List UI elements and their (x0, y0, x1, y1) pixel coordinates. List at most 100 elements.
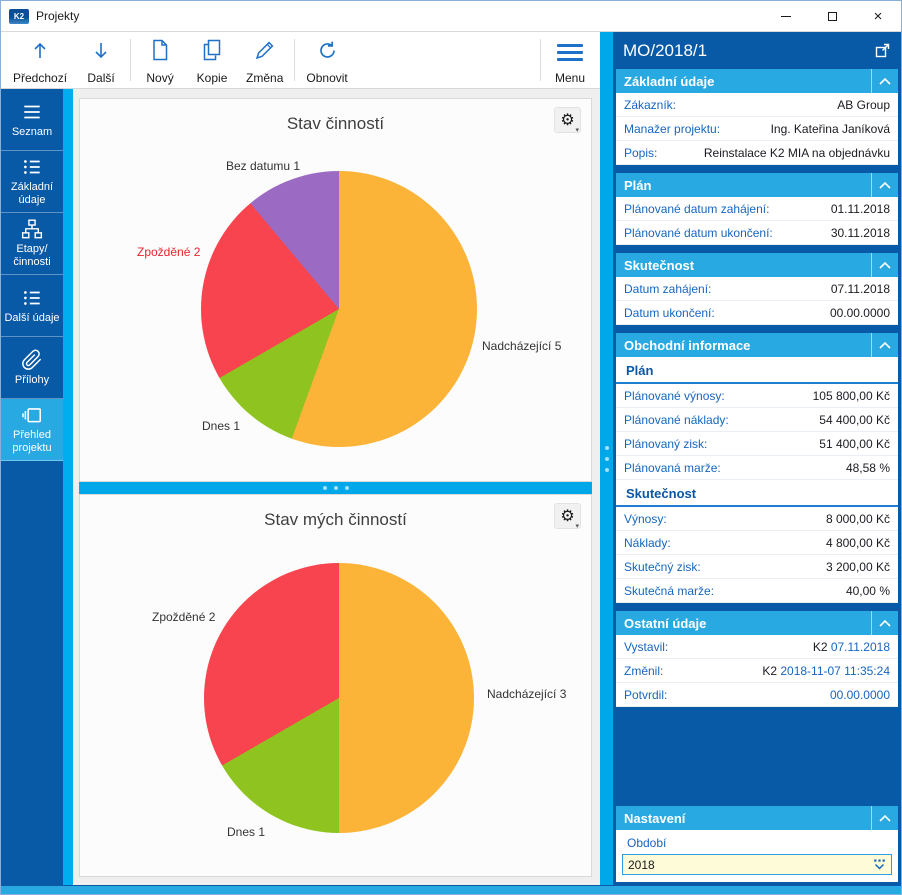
field-value: 105 800,00 Kč (812, 388, 890, 403)
field-value: 00.00.0000 (829, 305, 890, 320)
chevron-up-icon (871, 333, 898, 357)
popout-icon[interactable] (874, 42, 891, 59)
field-value: 8 000,00 Kč (825, 511, 890, 526)
section-title: Nastavení (624, 810, 686, 826)
panel-filler (616, 715, 898, 806)
edit-button[interactable]: Změna (238, 32, 291, 88)
next-button[interactable]: Další (75, 32, 127, 88)
field-value: 01.11.2018 (830, 201, 890, 216)
chart-settings-button[interactable]: ⚙ ▾ (554, 502, 581, 530)
slice-label-zpozdene: Zpožděné 2 (152, 609, 216, 624)
chart-title: Stav mých činností (264, 509, 407, 529)
sidebar-accent-strip (63, 89, 73, 885)
minimize-button[interactable] (763, 1, 809, 32)
previous-button[interactable]: Předchozí (5, 32, 75, 88)
sidebar-item-label: Další údaje (4, 311, 60, 324)
menu-button[interactable]: Menu (544, 32, 596, 88)
chart-settings-button[interactable]: ⚙ ▾ (554, 107, 581, 134)
new-label: Nový (146, 71, 174, 85)
section-header[interactable]: Nastavení (616, 806, 898, 830)
chevron-up-icon (871, 253, 898, 277)
sidebar-item-dalsi-udaje[interactable]: Další údaje (1, 275, 63, 337)
section-header[interactable]: Plán (616, 173, 898, 197)
sidebar-item-label: Přílohy (14, 373, 50, 386)
field-row: Výnosy: 8 000,00 Kč (616, 507, 898, 531)
close-icon: × (873, 7, 883, 25)
toolbar-separator (540, 39, 541, 81)
section-title: Obchodní informace (624, 337, 751, 353)
sidebar-item-label: Přehled projektu (12, 429, 52, 454)
app-logo-icon: K2 (9, 8, 29, 24)
arrow-up-icon (30, 37, 50, 61)
refresh-icon (317, 37, 338, 61)
toolbar: Předchozí Další Nový Kopie (1, 32, 600, 89)
maximize-button[interactable] (809, 1, 855, 32)
menu-label: Menu (554, 71, 586, 85)
section-zakladni-udaje: Základní údaje Zákazník: AB Group Manažer… (616, 69, 898, 165)
slice-label-bez-datumu: Bez datumu 1 (226, 159, 301, 173)
new-button[interactable]: Nový (134, 32, 186, 88)
sidebar-item-zakladni-udaje[interactable]: Základní údaje (1, 151, 63, 213)
section-header[interactable]: Ostatní údaje (616, 611, 898, 635)
field-row: Skutečný zisk: 3 200,00 Kč (616, 555, 898, 579)
refresh-button[interactable]: Obnovit (298, 32, 355, 88)
obdobi-combo[interactable] (622, 854, 892, 875)
next-label: Další (87, 71, 115, 85)
field-value: 30.11.2018 (830, 225, 890, 240)
chart-card-stav-cinnosti: Stav činností ⚙ ▾ Bez datumu 1 Zpožděné 2… (79, 98, 592, 482)
slice-label-zpozdene: Zpožděné 2 (137, 245, 201, 259)
field-value: 54 400,00 Kč (819, 412, 890, 427)
new-document-icon (151, 37, 169, 61)
sidebar-item-etapy-cinnosti[interactable]: Etapy/ činnosti (1, 213, 63, 275)
field-value: Reinstalace K2 MIA na objednávku (703, 145, 890, 160)
title-bar: K2 Projekty × (1, 1, 901, 32)
maximize-icon (827, 11, 837, 21)
field-value: AB Group (837, 97, 890, 112)
caret-down-icon: ▾ (575, 127, 579, 134)
window-title: Projekty (36, 9, 80, 23)
slice-label-nadchazejici: Nadcházející 5 (482, 339, 562, 353)
field-row: Datum ukončení: 00.00.0000 (616, 301, 898, 325)
field-value: 40,00 % (845, 583, 890, 598)
close-button[interactable]: × (855, 1, 901, 32)
panel-header: MO/2018/1 (616, 32, 898, 69)
field-row: Zákazník: AB Group (616, 93, 898, 117)
list-icon (24, 290, 40, 305)
field-label: Skutečný zisk: (624, 559, 701, 574)
field-label: Datum zahájení: (624, 281, 712, 296)
section-header[interactable]: Základní údaje (616, 69, 898, 93)
section-title: Základní údaje (624, 73, 715, 89)
pie-chart-stav-mych-cinnosti[interactable] (204, 562, 474, 833)
section-title: Plán (624, 177, 652, 193)
sidebar-item-seznam[interactable]: Seznam (1, 89, 63, 151)
section-obchodni-informace: Obchodní informace Plán Plánované výnosy… (616, 333, 898, 603)
dropdown-icon[interactable] (868, 858, 891, 871)
field-row: Náklady: 4 800,00 Kč (616, 531, 898, 555)
left-sidebar: Seznam Základní údaje Etapy/ činnosti Da… (1, 89, 63, 885)
sidebar-item-prehled-projektu[interactable]: Přehled projektu (1, 399, 63, 461)
field-value: K2 2018-11-07 11:35:24 (762, 663, 890, 678)
section-header[interactable]: Obchodní informace (616, 333, 898, 357)
copy-button[interactable]: Kopie (186, 32, 238, 88)
nastaveni-body: Období (616, 830, 898, 882)
field-value: 00.00.0000 (829, 687, 890, 702)
toolbar-spacer (356, 32, 537, 88)
field-label: Náklady: (624, 535, 671, 550)
field-value: K2 07.11.2018 (812, 639, 890, 654)
obdobi-input[interactable] (623, 857, 868, 872)
field-row: Změnil: K2 2018-11-07 11:35:24 (616, 659, 898, 683)
section-nastaveni: Nastavení Období (616, 806, 898, 882)
sidebar-item-prilohy[interactable]: Přílohy (1, 337, 63, 399)
vertical-splitter[interactable] (600, 32, 613, 885)
slice-label-nadchazejici: Nadcházející 3 (487, 686, 567, 701)
section-skutecnost: Skutečnost Datum zahájení: 07.11.2018 Dat… (616, 253, 898, 325)
section-header[interactable]: Skutečnost (616, 253, 898, 277)
field-row: Plánované výnosy: 105 800,00 Kč (616, 384, 898, 408)
obdobi-label: Období (627, 836, 667, 850)
list-icon (24, 160, 40, 175)
previous-label: Předchozí (13, 71, 68, 85)
field-value: 07.11.2018 (830, 281, 890, 296)
horizontal-splitter[interactable] (79, 481, 592, 494)
pie-chart-stav-cinnosti[interactable] (201, 171, 477, 447)
field-label: Manažer projektu: (624, 121, 721, 136)
